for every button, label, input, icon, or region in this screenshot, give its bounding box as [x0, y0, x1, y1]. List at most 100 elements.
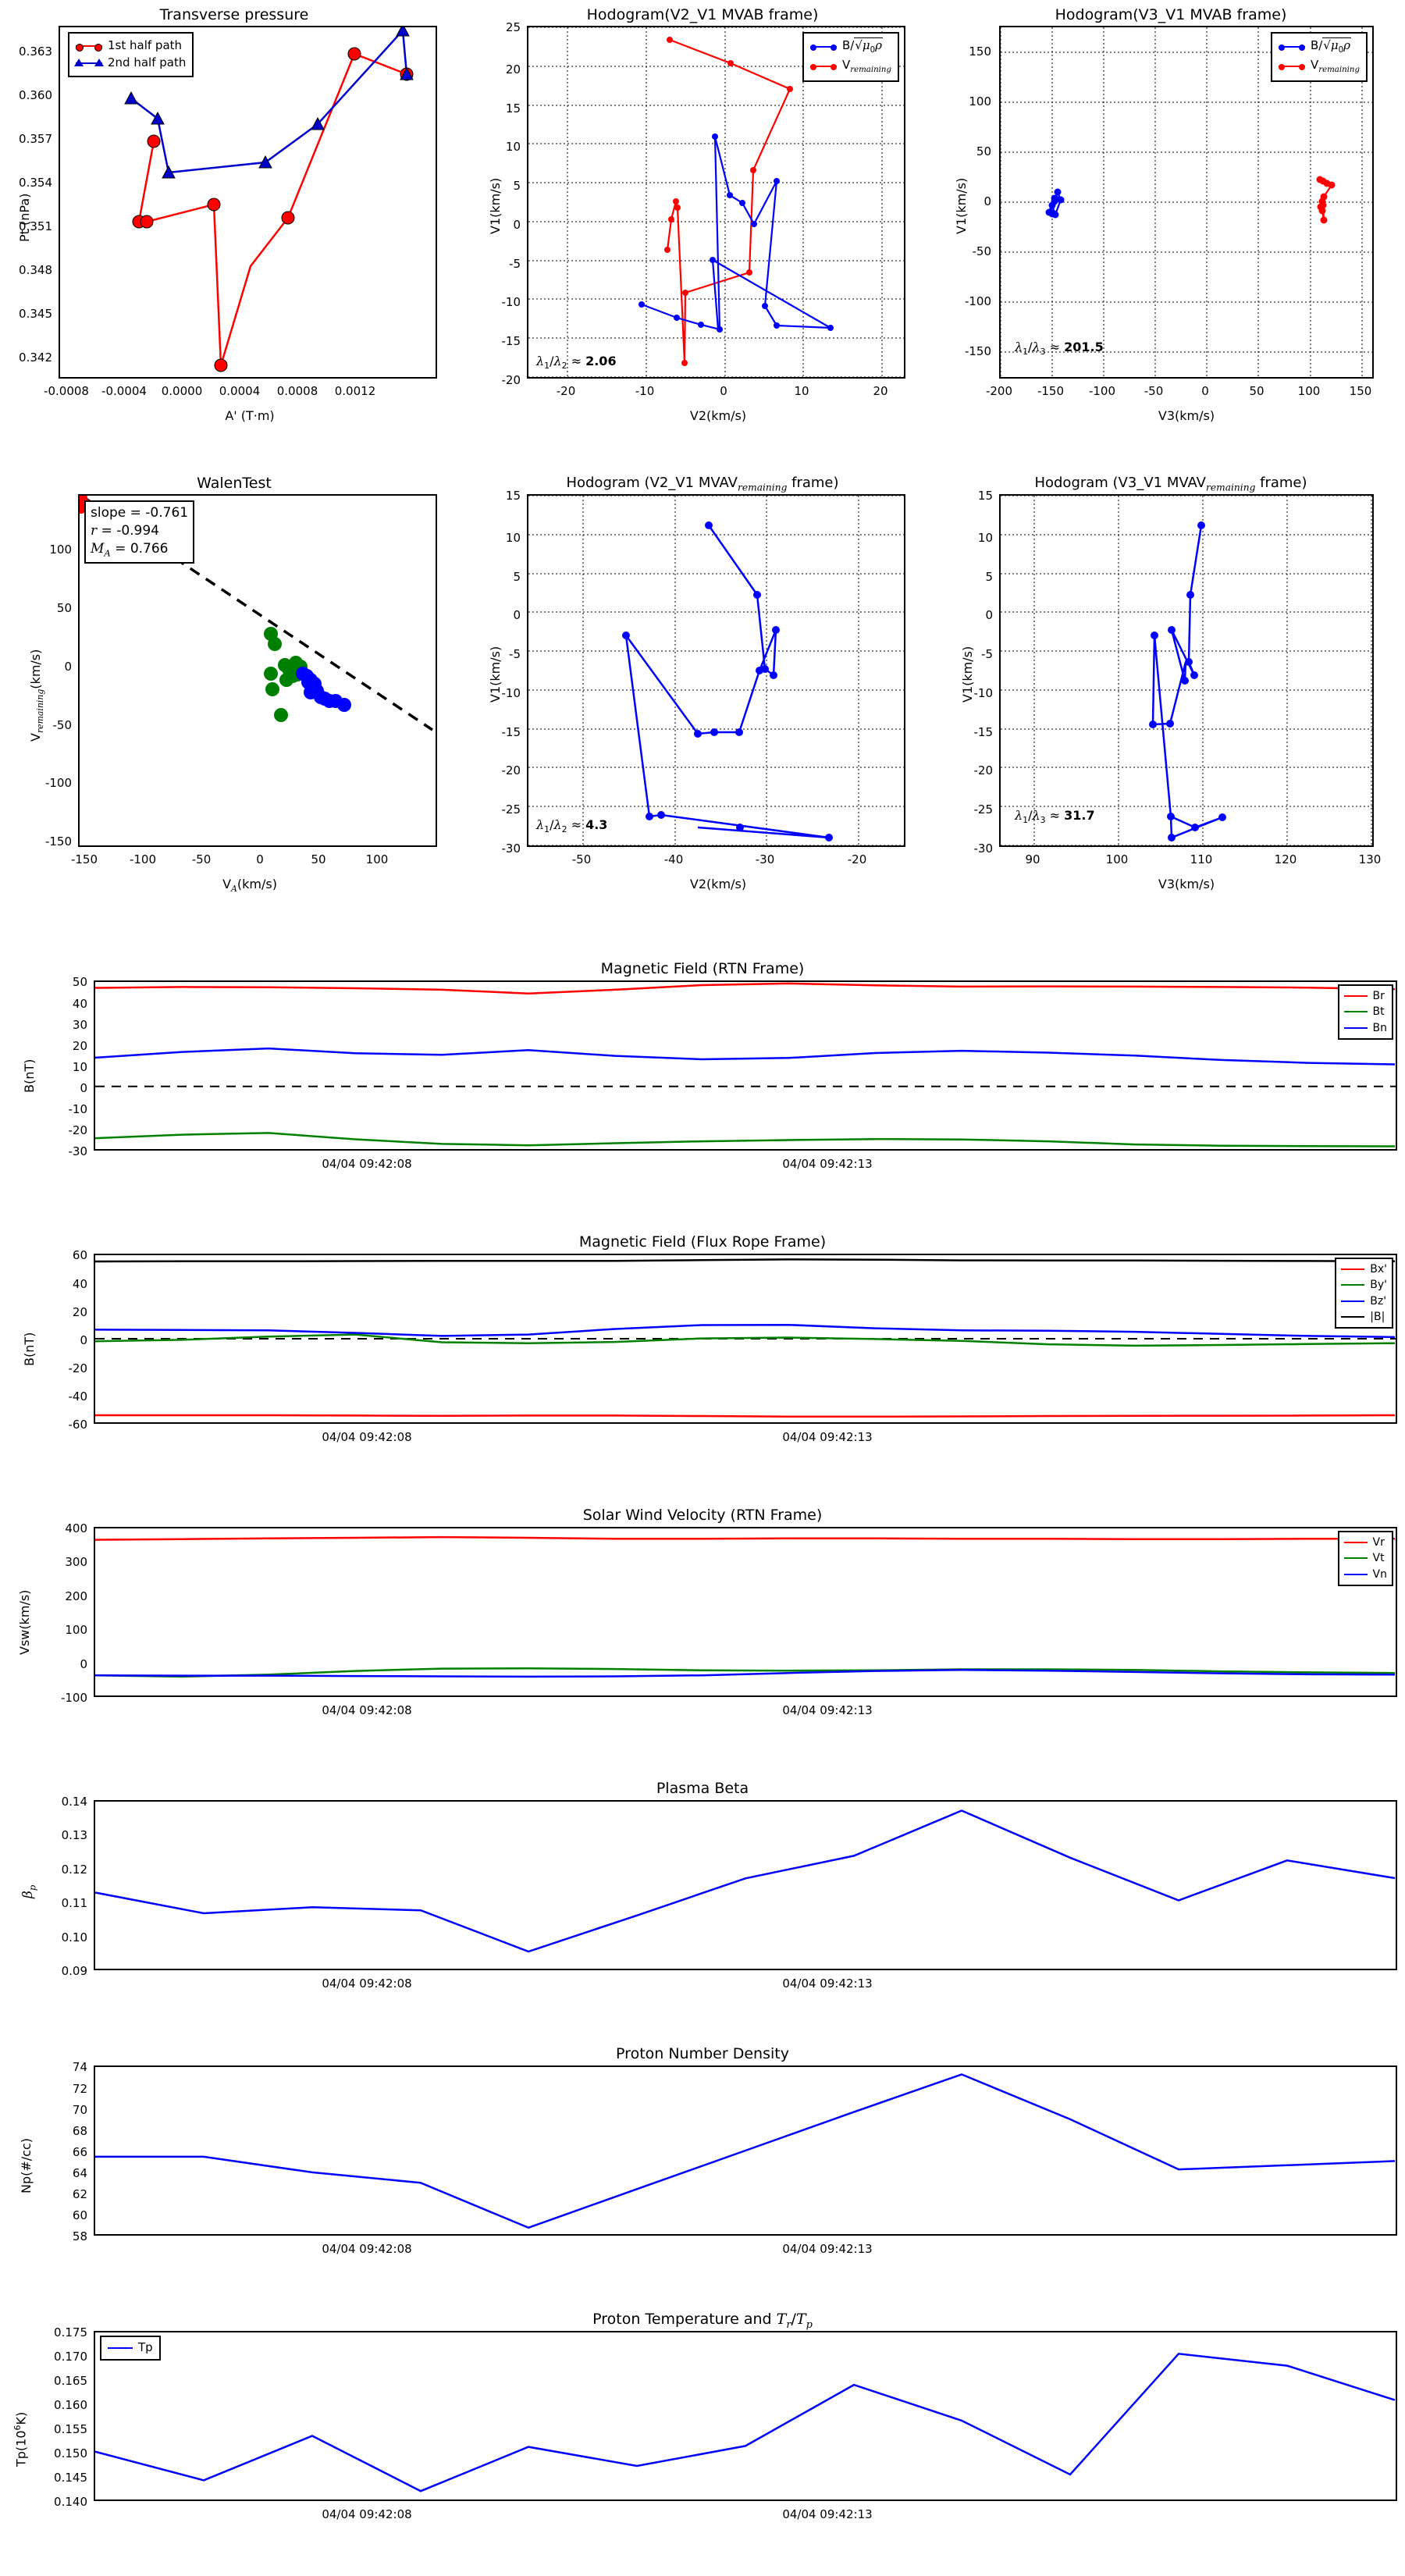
y-tick-label: 70 [72, 2103, 87, 2117]
y-tick-label: 50 [56, 601, 72, 615]
x-tick-label: 100 [1297, 384, 1321, 398]
markers-v-remaining [664, 37, 793, 366]
y-tick-label: 10 [72, 1060, 87, 1074]
y-tick-label: 0.140 [54, 2495, 87, 2509]
legend: Bx' By' Bz' |B| [1335, 1258, 1393, 1329]
y-tick-label: -10 [973, 686, 994, 700]
y-tick-label: -20 [68, 1361, 88, 1375]
y-tick-label: 0.360 [19, 88, 52, 102]
y-tick-label: 20 [505, 62, 521, 76]
y-tick-label: 0.145 [54, 2471, 87, 2485]
y-tick-label: -15 [501, 725, 521, 739]
legend-swatch-line-icon [1341, 1316, 1365, 1318]
legend-swatch-line-icon [108, 2347, 133, 2349]
legend-label: 2nd half path [108, 55, 187, 69]
legend-swatch-line-icon [1343, 1557, 1368, 1560]
series-bt [95, 1132, 1396, 1147]
y-tick-label: 200 [65, 1589, 87, 1603]
y-tick-label: 5 [985, 570, 993, 584]
y-tick-label: -100 [60, 1691, 87, 1705]
x-tick-label: 50 [311, 852, 326, 866]
y-tick-label: 0.357 [19, 132, 52, 146]
series-hodogram-trace [624, 525, 830, 839]
y-tick-label: 0.351 [19, 219, 52, 233]
y-tick-label: -50 [52, 718, 73, 732]
series-tp [95, 2352, 1396, 2492]
legend-label: Vr [1372, 1536, 1385, 1549]
x-tick-label: 04/04 09:42:13 [782, 2507, 873, 2521]
y-tick-label: 30 [72, 1018, 87, 1032]
y-tick-label: 100 [65, 1623, 87, 1637]
grid-lines [528, 496, 904, 845]
eigenvalue-ratio-annotation: λ1/λ3 ≈ 201.5 [1015, 339, 1104, 357]
panel-walen-test: WalenTest [0, 468, 468, 921]
y-axis-label: V1(km/s) [954, 177, 969, 234]
panel-proton-number-density: Proton Number Density 58 60 62 64 66 68 … [0, 2045, 1405, 2279]
y-axis-label: Vremaining(km/s) [28, 649, 46, 742]
x-tick-label: 0 [720, 384, 727, 398]
legend-label: B/√μ0ρ [841, 37, 883, 55]
series-v-remaining [666, 38, 791, 364]
x-axis-label: A' (T·m) [225, 408, 275, 423]
panel-title: Plasma Beta [656, 1780, 749, 1797]
panel-transverse-pressure: Transverse pressure [0, 0, 468, 453]
y-tick-label: 0.363 [19, 44, 52, 59]
x-tick-label: 04/04 09:42:08 [322, 2507, 412, 2521]
y-tick-label: 60 [72, 1248, 87, 1262]
y-tick-label: 72 [72, 2082, 87, 2096]
x-tick-label: -50 [1144, 384, 1164, 398]
y-tick-label: -150 [44, 834, 72, 849]
y-tick-label: 0.354 [19, 176, 52, 190]
legend-label: 1st half path [108, 38, 183, 52]
y-tick-label: -30 [501, 841, 521, 856]
y-tick-label: 74 [72, 2060, 87, 2074]
markers-v-remaining [1316, 176, 1336, 224]
x-tick-label: -10 [635, 384, 655, 398]
plot-area: B/√μ0ρ Vremaining λ1/λ2 ≈ 2.06 [527, 26, 905, 379]
markers-hodogram-trace [1149, 521, 1226, 841]
walen-slope: slope = -0.761 [91, 505, 189, 521]
panel-title: Hodogram (V2_V1 MVAVremaining frame) [566, 475, 839, 493]
legend-label: Vremaining [1310, 57, 1360, 74]
legend: Br Bt Bn [1337, 984, 1393, 1040]
panel-solar-wind-velocity: Solar Wind Velocity (RTN Frame) Vr Vt Vn… [0, 1507, 1405, 1741]
legend-swatch-triangle-icon [74, 58, 104, 66]
series-by-prime [95, 1333, 1396, 1347]
eigenvalue-ratio-annotation: λ1/λ2 ≈ 4.3 [536, 817, 608, 834]
panel-magnetic-field-rtn: Magnetic Field (RTN Frame) Br Bt Bn -30 … [0, 960, 1405, 1194]
x-tick-label: 04/04 09:42:08 [322, 1976, 412, 1991]
x-tick-label: 0.0004 [219, 384, 261, 398]
x-tick-label: -50 [571, 852, 592, 866]
y-tick-label: 0.175 [54, 2325, 87, 2339]
plot-svg [95, 2352, 1396, 2492]
legend: B/√μ0ρ Vremaining [1270, 32, 1368, 82]
series-bn [95, 1047, 1396, 1066]
legend-row-2nd-half-path: 2nd half path [74, 55, 187, 72]
y-tick-label: -10 [501, 295, 521, 309]
x-tick-label: -100 [1088, 384, 1116, 398]
eigenvalue-ratio-annotation: λ1/λ2 ≈ 2.06 [536, 353, 617, 371]
y-tick-label: 0.13 [61, 1828, 87, 1842]
x-tick-label: -0.0004 [101, 384, 147, 398]
y-tick-label: 0 [985, 608, 993, 622]
y-tick-label: 68 [72, 2124, 87, 2138]
y-tick-label: 0 [984, 194, 991, 208]
y-tick-label: 0.10 [61, 1930, 87, 1944]
panel-title: Magnetic Field (Flux Rope Frame) [578, 1233, 827, 1251]
legend-swatch-line-icon [1341, 1268, 1365, 1271]
series-b-alfven [641, 136, 831, 331]
x-tick-label: -150 [70, 852, 98, 866]
plot-area: Vr Vt Vn [94, 1527, 1397, 1697]
y-tick-label: 0.12 [61, 1863, 87, 1877]
y-tick-label: 0.160 [54, 2398, 87, 2412]
series-vr [95, 1535, 1395, 1541]
legend-swatch-line-icon [1278, 64, 1305, 71]
y-tick-label: -5 [509, 647, 521, 661]
legend-row-v-remaining: Vremaining [1278, 57, 1360, 76]
y-axis-label: B(nT) [22, 1059, 37, 1093]
y-tick-label: -15 [501, 334, 521, 348]
x-tick-label: 100 [1105, 852, 1129, 866]
fit-line [80, 496, 433, 731]
x-tick-label: 130 [1358, 852, 1382, 866]
x-axis-label: V3(km/s) [1158, 877, 1215, 891]
